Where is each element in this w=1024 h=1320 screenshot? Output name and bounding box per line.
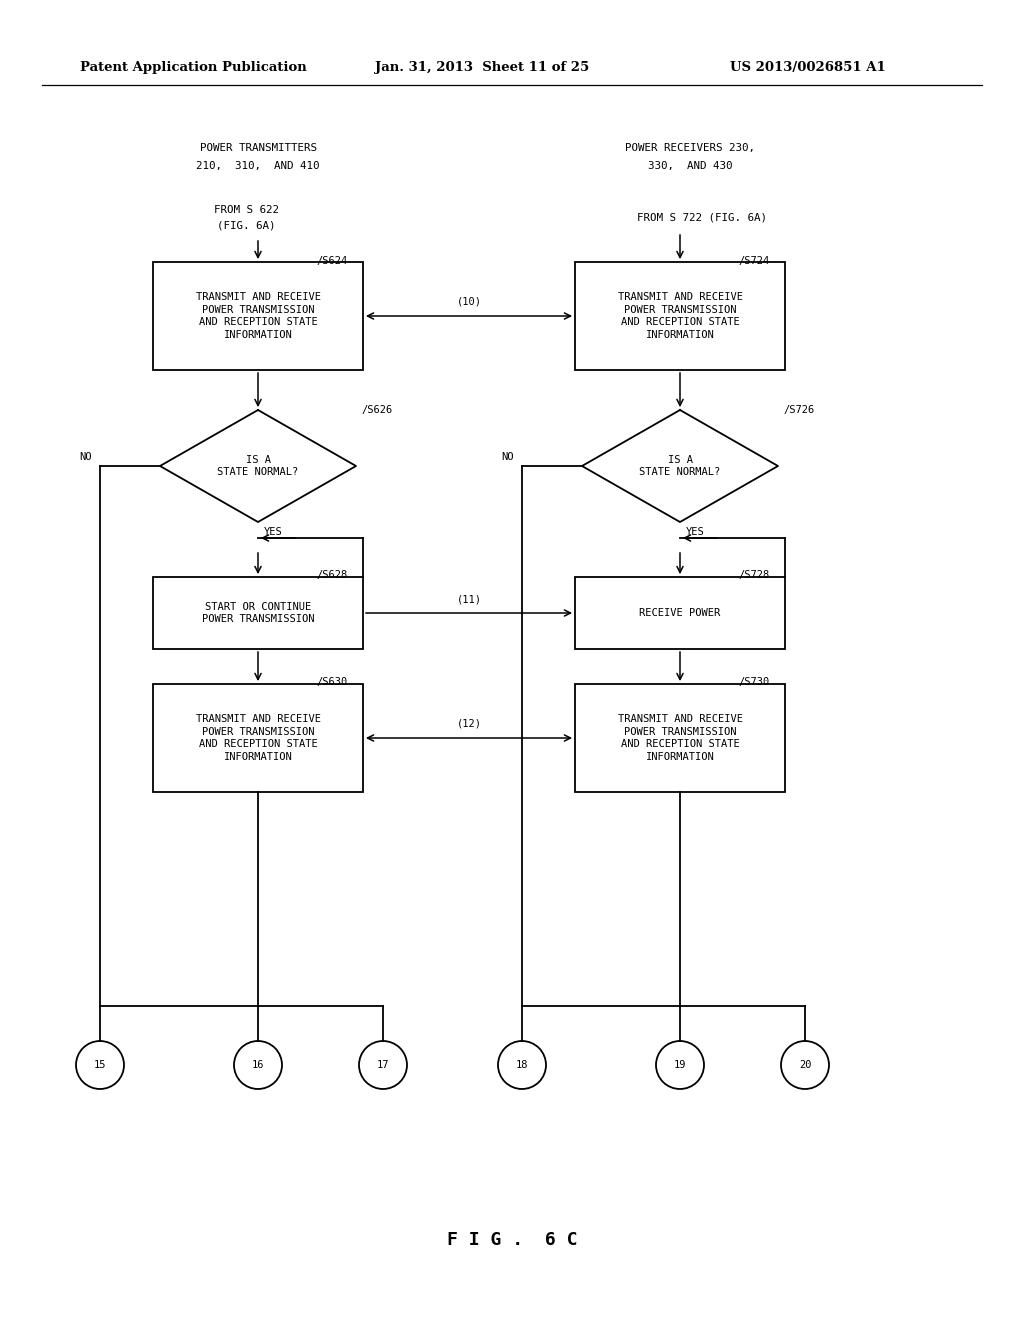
Text: FROM S 722 (FIG. 6A): FROM S 722 (FIG. 6A) xyxy=(637,213,767,223)
Text: 17: 17 xyxy=(377,1060,389,1071)
Text: /S724: /S724 xyxy=(738,256,769,267)
Text: TRANSMIT AND RECEIVE
POWER TRANSMISSION
AND RECEPTION STATE
INFORMATION: TRANSMIT AND RECEIVE POWER TRANSMISSION … xyxy=(617,292,742,341)
Text: POWER RECEIVERS 230,: POWER RECEIVERS 230, xyxy=(625,143,755,153)
Text: RECEIVE POWER: RECEIVE POWER xyxy=(639,609,721,618)
Text: 330,  AND 430: 330, AND 430 xyxy=(648,161,732,172)
Text: Jan. 31, 2013  Sheet 11 of 25: Jan. 31, 2013 Sheet 11 of 25 xyxy=(375,62,589,74)
Text: F I G .  6 C: F I G . 6 C xyxy=(446,1232,578,1249)
Text: IS A
STATE NORMAL?: IS A STATE NORMAL? xyxy=(217,454,299,478)
Text: START OR CONTINUE
POWER TRANSMISSION: START OR CONTINUE POWER TRANSMISSION xyxy=(202,602,314,624)
Bar xyxy=(153,684,362,792)
Text: 20: 20 xyxy=(799,1060,811,1071)
Text: TRANSMIT AND RECEIVE
POWER TRANSMISSION
AND RECEPTION STATE
INFORMATION: TRANSMIT AND RECEIVE POWER TRANSMISSION … xyxy=(617,714,742,762)
Bar xyxy=(575,577,785,649)
Text: TRANSMIT AND RECEIVE
POWER TRANSMISSION
AND RECEPTION STATE
INFORMATION: TRANSMIT AND RECEIVE POWER TRANSMISSION … xyxy=(196,714,321,762)
Text: /S628: /S628 xyxy=(316,570,347,579)
Text: 18: 18 xyxy=(516,1060,528,1071)
Text: 19: 19 xyxy=(674,1060,686,1071)
Text: Patent Application Publication: Patent Application Publication xyxy=(80,62,307,74)
Text: IS A
STATE NORMAL?: IS A STATE NORMAL? xyxy=(639,454,721,478)
Text: US 2013/0026851 A1: US 2013/0026851 A1 xyxy=(730,62,886,74)
Bar xyxy=(153,577,362,649)
Text: /S624: /S624 xyxy=(316,256,347,267)
Text: 16: 16 xyxy=(252,1060,264,1071)
Text: (12): (12) xyxy=(457,719,481,729)
Text: YES: YES xyxy=(686,527,705,537)
Text: /S726: /S726 xyxy=(783,405,814,414)
Text: 210,  310,  AND 410: 210, 310, AND 410 xyxy=(197,161,319,172)
Text: /S630: /S630 xyxy=(316,677,347,686)
Bar xyxy=(575,261,785,370)
Text: (FIG. 6A): (FIG. 6A) xyxy=(217,220,275,231)
Text: YES: YES xyxy=(264,527,283,537)
Bar xyxy=(575,684,785,792)
Text: TRANSMIT AND RECEIVE
POWER TRANSMISSION
AND RECEPTION STATE
INFORMATION: TRANSMIT AND RECEIVE POWER TRANSMISSION … xyxy=(196,292,321,341)
Bar xyxy=(153,261,362,370)
Text: /S728: /S728 xyxy=(738,570,769,579)
Text: FROM S 622: FROM S 622 xyxy=(213,205,279,215)
Text: (10): (10) xyxy=(457,297,481,308)
Text: NO: NO xyxy=(80,451,92,462)
Text: (11): (11) xyxy=(457,595,481,605)
Text: NO: NO xyxy=(502,451,514,462)
Text: /S626: /S626 xyxy=(361,405,392,414)
Text: /S730: /S730 xyxy=(738,677,769,686)
Text: 15: 15 xyxy=(94,1060,106,1071)
Text: POWER TRANSMITTERS: POWER TRANSMITTERS xyxy=(200,143,316,153)
